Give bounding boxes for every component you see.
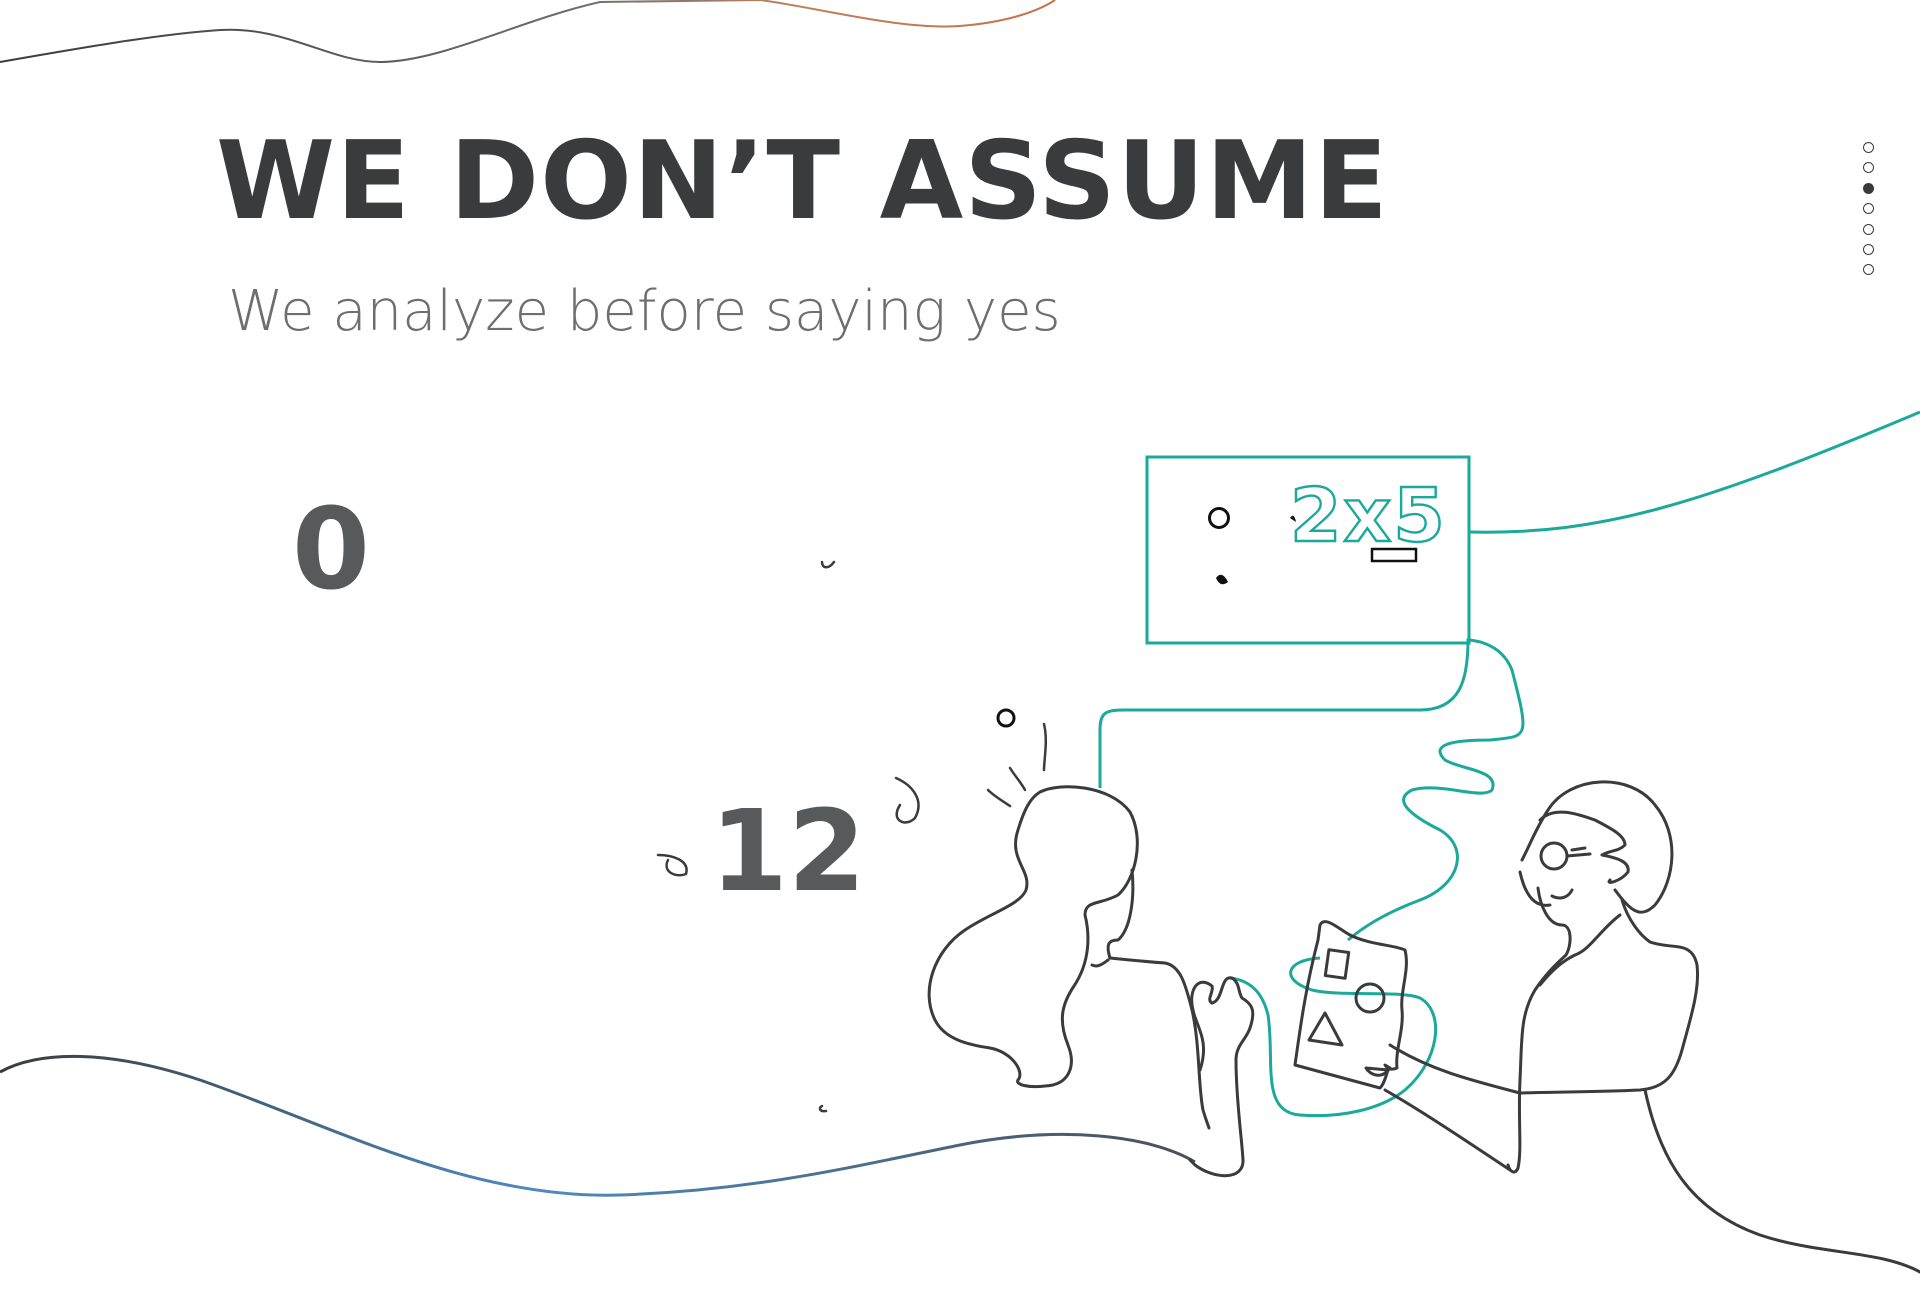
- pagination-dot-4[interactable]: [1863, 203, 1874, 215]
- top-wave-line: [0, 0, 1056, 64]
- stat-counter-0: 0: [292, 485, 370, 615]
- pagination-dot-5[interactable]: [1863, 223, 1874, 235]
- whiteboard-circle-mark: [1208, 507, 1230, 529]
- pagination-dot-1[interactable]: [1863, 142, 1874, 153]
- left-person: [927, 785, 1255, 1178]
- pagination-dot-2[interactable]: [1863, 162, 1874, 174]
- whiteboard-rect-mark: [1370, 547, 1418, 563]
- tablet-with-shapes: [1293, 920, 1522, 1172]
- pagination-dot-7[interactable]: [1863, 264, 1874, 276]
- whiteboard-dot-mark: [1216, 574, 1228, 585]
- whiteboard-equation: 2x5: [1290, 473, 1447, 559]
- pagination-dot-6[interactable]: [1863, 243, 1874, 255]
- right-teal-wave: [1469, 410, 1920, 534]
- bottom-wave-line: [0, 1054, 1196, 1197]
- slide-pagination: [1863, 142, 1879, 285]
- teal-cable: [1098, 638, 1525, 942]
- page-subtitle: We analyze before saying yes: [228, 279, 1061, 344]
- stat-counter-12: 12: [710, 787, 866, 917]
- page-title: WE DON’T ASSUME: [216, 119, 1389, 244]
- teal-loop-around-tablet: [1229, 956, 1438, 1118]
- whiteboard: [1145, 455, 1471, 645]
- whiteboard-tick-mark: [1290, 515, 1296, 522]
- pagination-dot-3-active[interactable]: [1863, 182, 1874, 194]
- sparkle-strokes: [656, 560, 1048, 1113]
- right-person: [1506, 780, 1920, 1274]
